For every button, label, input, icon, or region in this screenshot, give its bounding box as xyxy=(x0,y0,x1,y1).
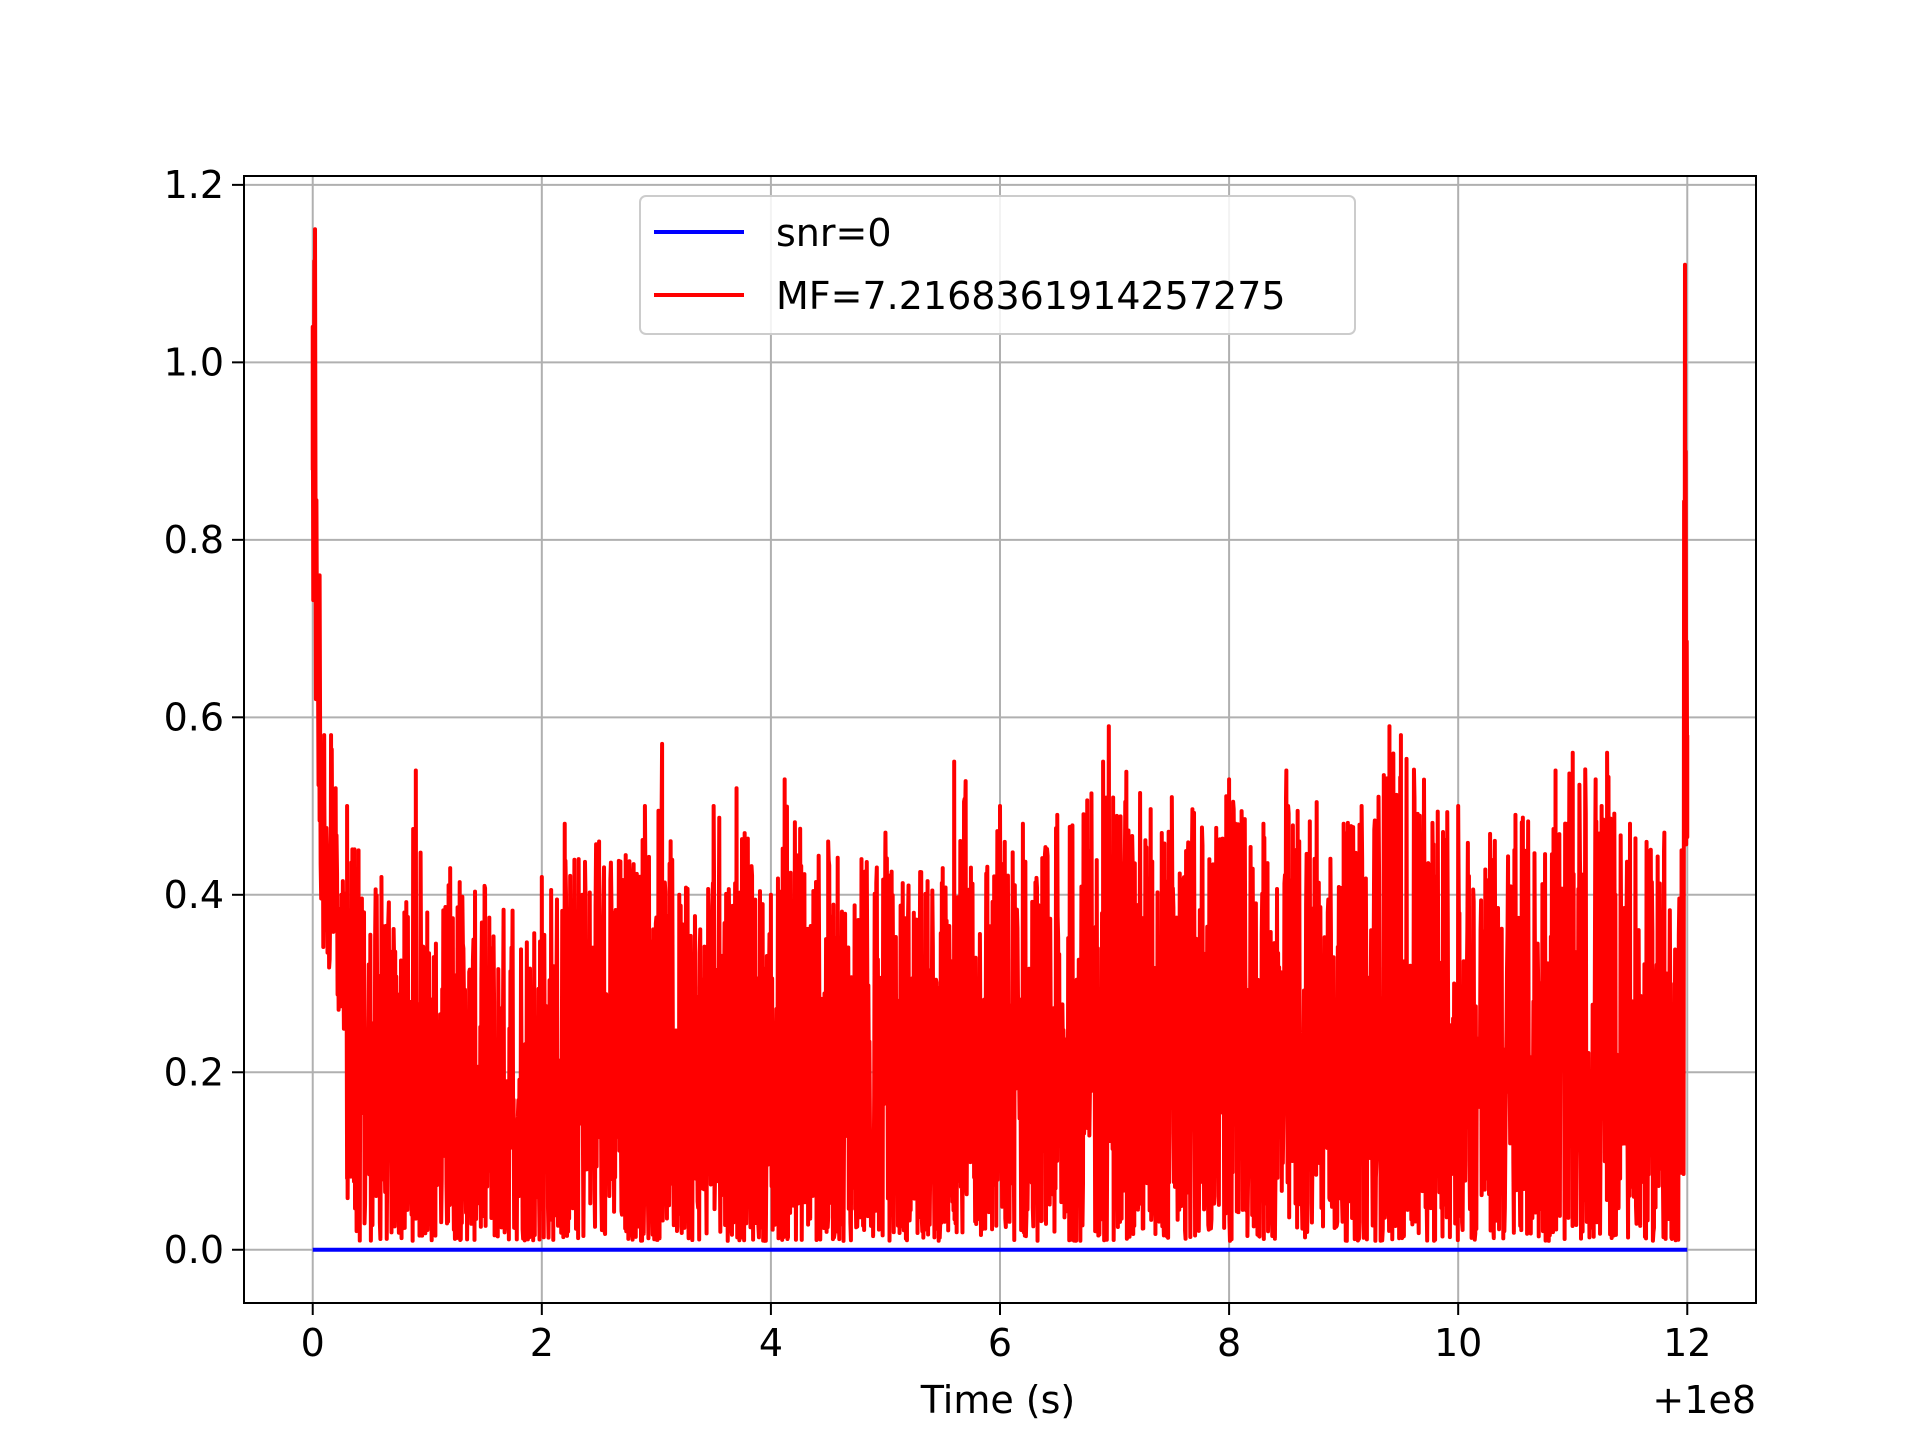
y-tick-label: 0.0 xyxy=(164,1228,224,1272)
x-tick-label: 12 xyxy=(1663,1321,1711,1365)
x-tick-label: 0 xyxy=(301,1321,325,1365)
tick-layer: 0 2 4 6 8 10 12 0.0 0.2 0.4 0.6 0.8 1.0 1.2 xyxy=(164,163,1712,1365)
x-tick-label: 4 xyxy=(759,1321,783,1365)
series-layer xyxy=(310,227,1690,1252)
legend-label-mf: MF=7.2168361914257275 xyxy=(776,274,1286,318)
legend-label-snr: snr=0 xyxy=(776,211,892,255)
x-tick-label: 8 xyxy=(1217,1321,1241,1365)
y-tick-label: 1.0 xyxy=(164,340,224,384)
y-tick-label: 0.8 xyxy=(164,518,224,562)
y-tick-label: 0.2 xyxy=(164,1050,224,1094)
x-tick-label: 10 xyxy=(1434,1321,1482,1365)
x-tick-label: 6 xyxy=(988,1321,1012,1365)
y-tick-label: 0.4 xyxy=(164,873,224,917)
x-axis-label: Time (s) xyxy=(920,1378,1076,1422)
series-line-mf xyxy=(310,227,1690,1243)
y-tick-label: 0.6 xyxy=(164,695,224,739)
y-tick-label: 1.2 xyxy=(164,163,224,207)
x-axis-offset-label: +1e8 xyxy=(1652,1378,1756,1422)
legend: snr=0 MF=7.2168361914257275 xyxy=(639,195,1356,335)
grid-lines xyxy=(244,176,1756,1303)
x-tick-label: 2 xyxy=(530,1321,554,1365)
legend-box xyxy=(639,195,1356,335)
